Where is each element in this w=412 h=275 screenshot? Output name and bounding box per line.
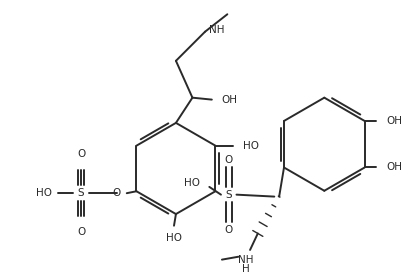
Text: HO: HO [243,141,259,151]
Text: HO: HO [166,233,182,243]
Text: OH: OH [386,116,402,126]
Text: O: O [77,227,85,237]
Text: H: H [242,263,250,274]
Text: O: O [225,155,233,165]
Text: O: O [225,225,233,235]
Text: S: S [225,190,232,200]
Text: NH: NH [239,255,254,265]
Text: O: O [113,188,121,198]
Text: OH: OH [386,163,402,172]
Text: O: O [77,149,85,160]
Text: NH: NH [209,25,225,35]
Text: S: S [78,188,84,198]
Text: HO: HO [36,188,52,198]
Text: HO: HO [184,178,200,188]
Text: OH: OH [222,95,237,104]
